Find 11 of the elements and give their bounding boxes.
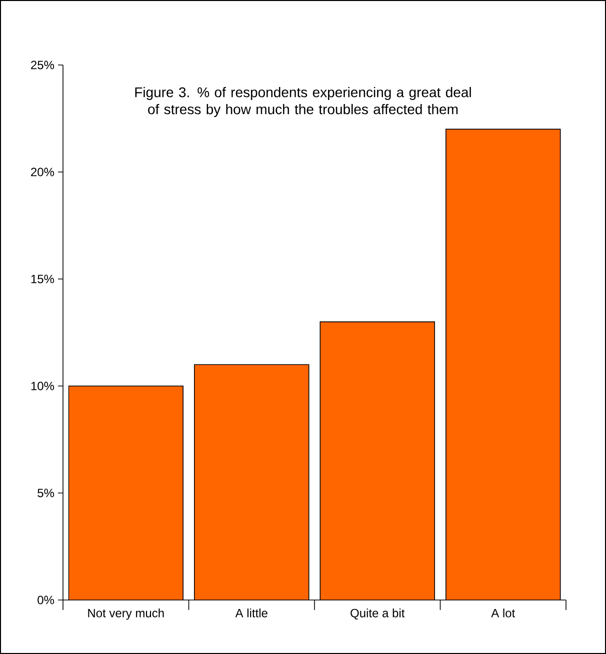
- y-tick-label: 0%: [38, 596, 54, 604]
- x-tick-label: A lot: [491, 608, 516, 618]
- y-tick-label: 25%: [31, 60, 54, 70]
- y-tick-label: 15%: [31, 274, 54, 284]
- y-tick-label: 5%: [38, 488, 54, 498]
- x-tick-label: Quite a bit: [350, 608, 405, 620]
- text: Figure 3. % of respondents experiencing a great deal of stress by how much the troubles affected them: [135, 86, 471, 118]
- x-tick-label: A little: [235, 608, 268, 618]
- y-tick-label: 20%: [31, 168, 54, 176]
- x-tick-label: Not very much: [88, 608, 164, 620]
- y-tick-label: 10%: [31, 382, 54, 390]
